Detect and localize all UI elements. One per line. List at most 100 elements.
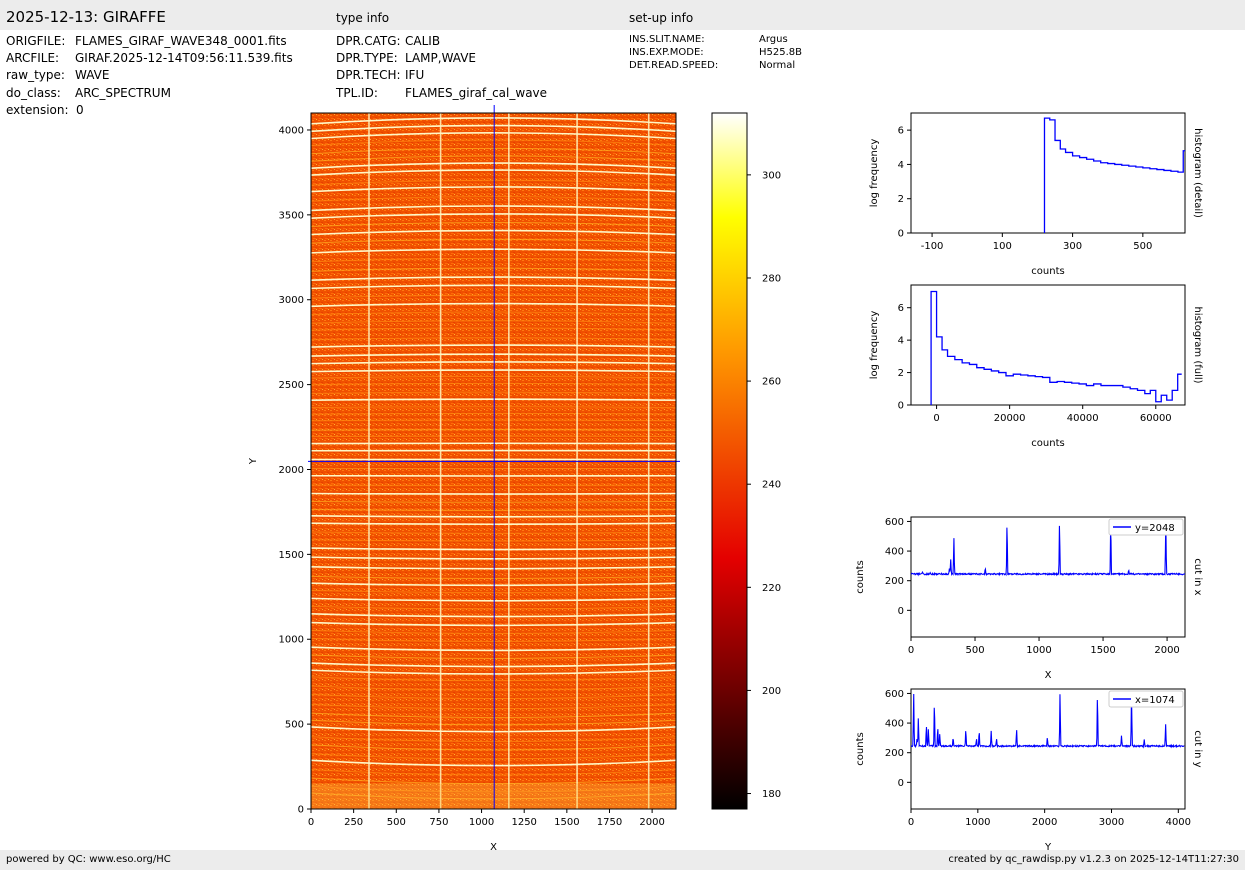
profile-series (911, 519, 1185, 577)
emission-line (311, 515, 676, 518)
emission-line (311, 637, 676, 643)
axes-frame (910, 112, 1186, 234)
file-info-key: do_class: (6, 86, 61, 100)
emission-line (311, 179, 676, 186)
y-tick-label: 2000 (279, 465, 304, 476)
y-tick-label: 4 (898, 336, 904, 347)
image-panel: 0 250 500 750 1000 1250 1500 1750 2000 0 500 1000 15… (248, 105, 680, 853)
x-tick-label: 3000 (1099, 817, 1124, 828)
emission-line (311, 676, 676, 682)
setup-info-value: Argus (759, 34, 788, 45)
x-tick-label: 40000 (1067, 413, 1099, 424)
y-tick-label: 2 (898, 368, 904, 379)
emission-line (311, 162, 676, 170)
emission-line (311, 792, 676, 800)
y-tick-label: 500 (285, 720, 304, 731)
emission-line (311, 406, 676, 409)
emission-line (311, 361, 676, 365)
y-tick-label: 4000 (279, 125, 304, 136)
emission-line (311, 155, 676, 162)
x-tick-label: 1000 (1026, 645, 1051, 656)
header-band (0, 0, 1245, 30)
emission-line (311, 248, 676, 254)
y-axis-label: counts (855, 732, 866, 765)
y-tick-label: 2500 (279, 380, 304, 391)
setup-info-key: INS.EXP.MODE: (629, 47, 704, 58)
type-info-key: DPR.TECH: (336, 68, 401, 82)
file-info-value: FLAMES_GIRAF_WAVE348_0001.fits (75, 34, 287, 48)
emission-line (311, 769, 676, 776)
type-info-key: DPR.CATG: (336, 34, 401, 48)
emission-line (311, 777, 676, 785)
file-info-value: WAVE (75, 68, 110, 82)
emission-line (311, 629, 676, 634)
file-info-key: extension: (6, 103, 69, 117)
type-info-key: DPR.TYPE: (336, 51, 398, 65)
histogram-full-panel: 0 20000 40000 60000 0 2 4 6 counts log frequency h… (869, 284, 1203, 449)
emission-line (311, 566, 676, 570)
footer-left: powered by QC: www.eso.org/HC (6, 854, 171, 865)
y-tick-label: 0 (898, 606, 904, 617)
emission-line (311, 693, 676, 699)
emission-line (311, 213, 676, 219)
emission-line (311, 238, 676, 244)
emission-line (311, 353, 676, 357)
file-info-value: GIRAF.2025-12-14T09:56:11.539.fits (75, 51, 293, 65)
emission-line (311, 654, 676, 659)
axes-frame (910, 284, 1186, 406)
y-tick-label: 3500 (279, 210, 304, 221)
y-tick-label: 0 (298, 805, 304, 816)
setup-info-key: INS.SLIT.NAME: (629, 34, 705, 45)
emission-line (311, 344, 676, 348)
y-tick-label: 1500 (279, 550, 304, 561)
file-info-value: 0 (76, 103, 84, 117)
emission-line (311, 712, 676, 719)
y-tick-label: 600 (885, 689, 904, 700)
emission-line (311, 726, 676, 733)
emission-line (311, 205, 676, 212)
image-background (311, 113, 676, 809)
emission-line (311, 753, 676, 760)
y-axis-label: Y (248, 457, 259, 465)
x-tick-label: 750 (429, 817, 448, 828)
emission-line (311, 539, 676, 542)
emission-line (311, 556, 676, 560)
emission-line (311, 196, 676, 202)
colorbar-tick-label: 300 (762, 170, 781, 181)
emission-line (311, 257, 676, 263)
y-tick-label: 1000 (279, 635, 304, 646)
colorbar-tick-label: 220 (762, 583, 781, 594)
type-info-title: type info (336, 11, 390, 25)
emission-line (311, 221, 676, 228)
emission-line (311, 646, 676, 652)
colorbar-gradient (711, 112, 748, 810)
x-tick-label: 1000 (965, 817, 990, 828)
x-tick-label: 250 (344, 817, 363, 828)
emission-line (311, 508, 676, 511)
x-tick-label: 2000 (1154, 645, 1179, 656)
emission-line (311, 621, 676, 627)
type-info-key: TPL.ID: (336, 86, 378, 100)
emission-line (311, 294, 676, 299)
emission-line (311, 703, 676, 710)
y-tick-label: 0 (898, 229, 904, 240)
type-info-value: LAMP,WAVE (405, 51, 477, 65)
emission-line (311, 547, 676, 551)
type-info-value: IFU (405, 68, 425, 82)
x-tick-label: 300 (1063, 241, 1082, 252)
emission-line (311, 327, 676, 331)
emission-line (311, 284, 676, 290)
emission-line (311, 412, 676, 415)
y-tick-label: 200 (885, 748, 904, 759)
panel-side-label: cut in y (1192, 730, 1203, 767)
x-tick-label: 2000 (1032, 817, 1057, 828)
file-info-key: ARCFILE: (6, 51, 60, 65)
x-tick-label: 1750 (597, 817, 622, 828)
y-tick-label: 6 (898, 303, 904, 314)
setup-info-key: DET.READ.SPEED: (629, 60, 719, 71)
profile-series (911, 693, 1185, 749)
file-info-key: raw_type: (6, 68, 65, 82)
x-tick-label: 500 (387, 817, 406, 828)
x-tick-label: 1000 (469, 817, 494, 828)
